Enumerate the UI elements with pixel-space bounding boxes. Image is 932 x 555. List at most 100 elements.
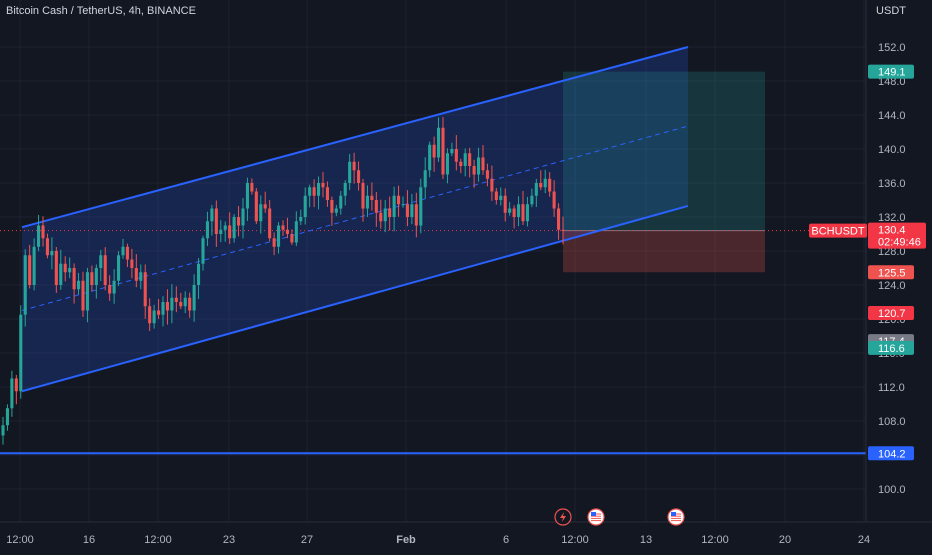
candle-down[interactable] — [157, 310, 161, 315]
candle-up[interactable] — [94, 268, 98, 285]
candle-down[interactable] — [441, 127, 445, 175]
candle-down[interactable] — [134, 268, 138, 281]
candle-down[interactable] — [90, 272, 94, 285]
candle-up[interactable] — [401, 204, 405, 206]
candle-up[interactable] — [334, 208, 338, 213]
candle-up[interactable] — [10, 378, 14, 409]
candle-down[interactable] — [81, 280, 85, 311]
candle-up[interactable] — [383, 208, 387, 222]
candle-up[interactable] — [37, 225, 41, 247]
candle-up[interactable] — [121, 246, 125, 256]
candle-up[interactable] — [68, 268, 72, 273]
candle-up[interactable] — [299, 217, 303, 222]
candle-down[interactable] — [130, 259, 134, 269]
candle-down[interactable] — [268, 208, 272, 239]
candle-down[interactable] — [485, 170, 489, 179]
candle-down[interactable] — [281, 225, 285, 230]
candle-up[interactable] — [245, 183, 249, 209]
candle-down[interactable] — [361, 183, 365, 209]
candle-up[interactable] — [117, 255, 121, 281]
candle-down[interactable] — [188, 297, 192, 311]
candle-up[interactable] — [339, 195, 343, 209]
candle-up[interactable] — [170, 297, 174, 311]
us-flag-icon[interactable] — [587, 508, 605, 526]
stop-zone[interactable] — [563, 230, 765, 273]
candle-up[interactable] — [85, 272, 89, 311]
candle-down[interactable] — [459, 161, 463, 166]
candle-down[interactable] — [454, 149, 458, 162]
candle-down[interactable] — [263, 204, 267, 209]
candle-down[interactable] — [379, 212, 383, 222]
symbol-title[interactable]: Bitcoin Cash / TetherUS, 4h, BINANCE — [6, 5, 196, 17]
candle-down[interactable] — [14, 378, 18, 392]
candle-down[interactable] — [388, 208, 392, 218]
candle-down[interactable] — [250, 183, 254, 192]
target-zone[interactable] — [563, 71, 765, 231]
candle-up[interactable] — [19, 314, 23, 392]
candle-down[interactable] — [481, 157, 485, 171]
candle-up[interactable] — [5, 408, 9, 426]
candle-down[interactable] — [237, 217, 241, 226]
candle-up[interactable] — [277, 225, 281, 247]
candle-down[interactable] — [521, 204, 525, 222]
candle-up[interactable] — [423, 170, 427, 188]
candle-down[interactable] — [125, 246, 129, 260]
candle-up[interactable] — [445, 153, 449, 175]
candle-up[interactable] — [517, 204, 521, 217]
candle-up[interactable] — [534, 183, 538, 196]
candle-down[interactable] — [54, 251, 58, 285]
candle-up[interactable] — [525, 204, 529, 222]
candle-down[interactable] — [432, 144, 436, 158]
candle-up[interactable] — [223, 225, 227, 230]
candle-down[interactable] — [179, 302, 183, 307]
candle-down[interactable] — [312, 187, 316, 196]
candle-down[interactable] — [512, 208, 516, 218]
candle-up[interactable] — [210, 208, 214, 222]
candle-up[interactable] — [508, 208, 512, 213]
candle-down[interactable] — [397, 195, 401, 205]
candle-down[interactable] — [557, 208, 561, 230]
candle-up[interactable] — [197, 263, 201, 285]
candle-up[interactable] — [303, 195, 307, 217]
candle-down[interactable] — [468, 153, 472, 166]
candle-down[interactable] — [165, 302, 169, 311]
candle-down[interactable] — [405, 204, 409, 217]
candle-up[interactable] — [450, 149, 454, 154]
candle-down[interactable] — [503, 195, 507, 213]
candle-down[interactable] — [143, 272, 147, 307]
channel-lower-line[interactable] — [21, 204, 689, 393]
candle-up[interactable] — [410, 204, 414, 217]
channel-upper-line[interactable] — [21, 46, 689, 229]
time-axis[interactable] — [0, 522, 932, 550]
candle-up[interactable] — [308, 187, 312, 196]
candle-up[interactable] — [543, 178, 547, 188]
candle-down[interactable] — [103, 255, 107, 285]
candle-up[interactable] — [499, 195, 503, 200]
candle-up[interactable] — [348, 161, 352, 183]
candle-down[interactable] — [552, 191, 556, 209]
candle-down[interactable] — [290, 234, 294, 243]
candle-up[interactable] — [59, 263, 63, 285]
candle-down[interactable] — [228, 225, 232, 239]
us-flag-icon[interactable] — [667, 508, 685, 526]
candle-up[interactable] — [50, 251, 54, 256]
candle-down[interactable] — [374, 200, 378, 213]
candle-down[interactable] — [330, 200, 334, 213]
candle-up[interactable] — [32, 246, 36, 285]
candle-down[interactable] — [63, 263, 67, 273]
candle-down[interactable] — [28, 255, 32, 285]
candle-down[interactable] — [41, 225, 45, 239]
candle-up[interactable] — [419, 187, 423, 226]
candle-up[interactable] — [392, 195, 396, 217]
candle-down[interactable] — [72, 268, 76, 290]
candle-down[interactable] — [174, 297, 178, 302]
candle-up[interactable] — [77, 280, 81, 290]
candle-down[interactable] — [254, 191, 258, 222]
candle-up[interactable] — [201, 238, 205, 264]
candle-up[interactable] — [219, 229, 223, 234]
candle-down[interactable] — [494, 191, 498, 201]
candle-up[interactable] — [23, 255, 27, 315]
candle-up[interactable] — [183, 297, 187, 307]
